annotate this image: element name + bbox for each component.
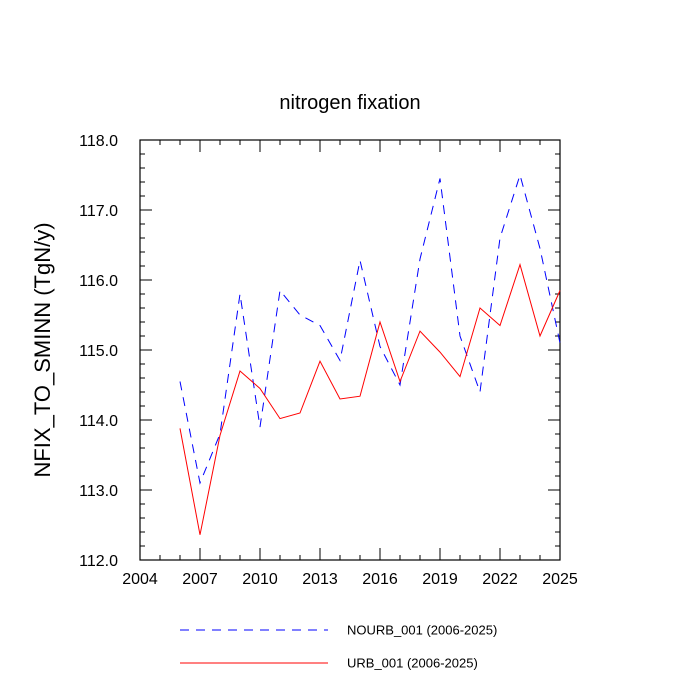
y-tick-label: 114.0 (79, 413, 118, 430)
axis-tick-labels: 2004 2007 2010 2013 2016 2019 2022 2025 112.0 113… (79, 133, 578, 588)
x-tick-label: 2025 (542, 571, 578, 588)
x-tick-label: 2016 (362, 571, 398, 588)
x-tick-label: 2019 (422, 571, 458, 588)
y-tick-label: 113.0 (79, 483, 118, 500)
y-tick-label: 118.0 (79, 133, 118, 150)
series-line-1 (179, 262, 561, 535)
x-tick-label: 2022 (482, 571, 518, 588)
legend-label-0: NOURB_001 (2006-2025) (347, 623, 497, 638)
y-tick-label: 116.0 (79, 273, 118, 290)
x-tick-label: 2007 (182, 571, 218, 588)
x-tick-label: 2004 (122, 571, 158, 588)
series-lines (179, 173, 561, 535)
x-tick-label: 2013 (302, 571, 338, 588)
axis-ticks (139, 139, 561, 561)
series-line-0 (179, 173, 561, 485)
chart-title: nitrogen fixation (279, 92, 420, 114)
x-tick-label: 2010 (242, 571, 278, 588)
plot-frame (139, 139, 561, 561)
legend: NOURB_001 (2006-2025) URB_001 (2006-2025) (180, 623, 497, 671)
y-tick-label: 115.0 (79, 343, 118, 360)
y-tick-label: 112.0 (79, 553, 118, 570)
legend-label-1: URB_001 (2006-2025) (347, 656, 478, 671)
y-tick-label: 117.0 (79, 203, 118, 220)
y-axis-label: NFIX_TO_SMINN (TgN/y) (30, 222, 55, 477)
